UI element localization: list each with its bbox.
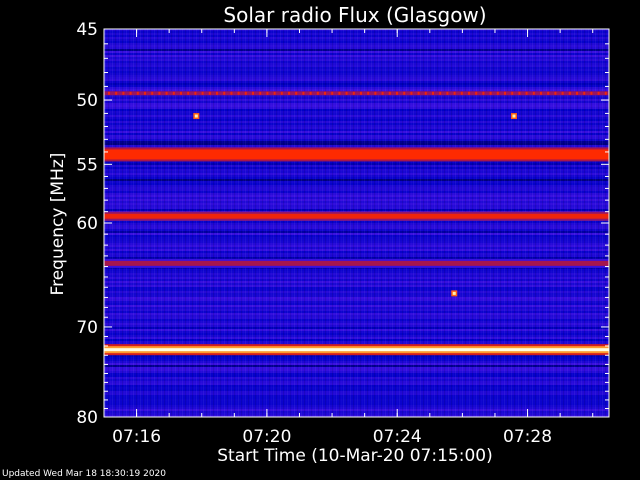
emission-dot [554, 91, 557, 95]
emission-dot [172, 91, 175, 95]
emission-dot [230, 91, 233, 95]
streak-overlay [104, 29, 609, 417]
emission-dot [187, 91, 190, 95]
emission-dot [489, 91, 492, 95]
bright-spot-core [512, 114, 516, 118]
emission-dot [482, 91, 485, 95]
emission-dot [316, 91, 319, 95]
y-axis-label: Frequency [MHz] [48, 153, 68, 296]
emission-dot [583, 91, 586, 95]
y-tick-label: 70 [76, 318, 98, 338]
emission-dot [424, 91, 427, 95]
y-tick-label: 45 [76, 20, 98, 40]
emission-dot [244, 91, 247, 95]
emission-dot [144, 91, 146, 95]
emission-dot [460, 91, 463, 95]
y-tick-label: 80 [76, 408, 98, 428]
emission-band [104, 213, 609, 219]
emission-dot [374, 91, 377, 95]
x-tick-label: 07:16 [112, 427, 161, 447]
emission-dot [518, 91, 521, 95]
emission-dot [590, 91, 593, 95]
emission-dot [194, 91, 197, 95]
bright-spot-core [452, 291, 456, 295]
emission-dot [252, 91, 254, 95]
emission-dot [302, 91, 305, 95]
x-tick-label: 07:28 [503, 427, 552, 447]
update-timestamp: Updated Wed Mar 18 18:30:19 2020 [2, 469, 166, 479]
x-axis: 07:16 07:20 07:24 07:28 [103, 29, 594, 447]
emission-band-base [104, 91, 609, 96]
emission-dot [388, 91, 391, 95]
emission-dot [561, 91, 564, 95]
emission-dot [403, 91, 406, 95]
emission-dot [597, 91, 600, 95]
x-axis-label: Start Time (10-Mar-20 07:15:00) [217, 446, 492, 466]
emission-dot [201, 91, 204, 95]
y-tick-label: 60 [76, 214, 98, 234]
emission-dot [417, 91, 420, 95]
emission-dot [266, 91, 269, 95]
emission-dot [273, 91, 276, 95]
emission-dot [345, 91, 348, 95]
emission-dot [511, 91, 514, 95]
emission-dot [525, 91, 528, 95]
emission-dot [410, 91, 413, 95]
emission-dot [352, 91, 355, 95]
y-tick-label: 50 [76, 91, 98, 111]
emission-dot [223, 91, 226, 95]
emission-band-dotted [104, 91, 609, 96]
emission-dot [331, 91, 334, 95]
emission-dot [108, 91, 110, 95]
emission-dot [324, 91, 326, 95]
emission-dot [338, 91, 341, 95]
emission-dot [568, 91, 571, 95]
emission-dot [158, 91, 161, 95]
chart-title: Solar radio Flux (Glasgow) [223, 3, 486, 27]
emission-dot [432, 91, 434, 95]
emission-dot [136, 91, 139, 95]
emission-dot [576, 91, 578, 95]
y-axis: 45 50 55 60 70 80 [76, 20, 609, 428]
emission-dot [115, 91, 118, 95]
emission-dot [288, 91, 290, 95]
emission-dot [295, 91, 298, 95]
plot-area [104, 29, 609, 417]
emission-dot [604, 91, 607, 95]
emission-dot [468, 91, 470, 95]
emission-dot [180, 91, 182, 95]
emission-dot [381, 91, 384, 95]
emission-dot [547, 91, 550, 95]
emission-dot [396, 91, 398, 95]
emission-dot [360, 91, 362, 95]
emission-dot [237, 91, 240, 95]
emission-dot [446, 91, 449, 95]
y-tick-label: 55 [76, 155, 98, 175]
emission-dot [532, 91, 535, 95]
emission-dot [280, 91, 283, 95]
emission-dot [540, 91, 542, 95]
emission-dot [504, 91, 506, 95]
emission-band [104, 149, 609, 160]
emission-dot [165, 91, 168, 95]
x-tick-label: 07:20 [242, 427, 291, 447]
emission-dot [309, 91, 312, 95]
emission-dot [496, 91, 499, 95]
x-tick-label: 07:24 [373, 427, 422, 447]
emission-dot [367, 91, 370, 95]
emission-dot [453, 91, 456, 95]
emission-band [104, 260, 609, 266]
emission-dot [208, 91, 211, 95]
emission-dot [122, 91, 125, 95]
emission-dot [151, 91, 154, 95]
emission-dot [259, 91, 262, 95]
bright-spot-core [194, 114, 198, 118]
emission-dot [129, 91, 132, 95]
emission-band-core [104, 348, 609, 352]
emission-dot [475, 91, 478, 95]
emission-dot [216, 91, 218, 95]
emission-dot [439, 91, 442, 95]
